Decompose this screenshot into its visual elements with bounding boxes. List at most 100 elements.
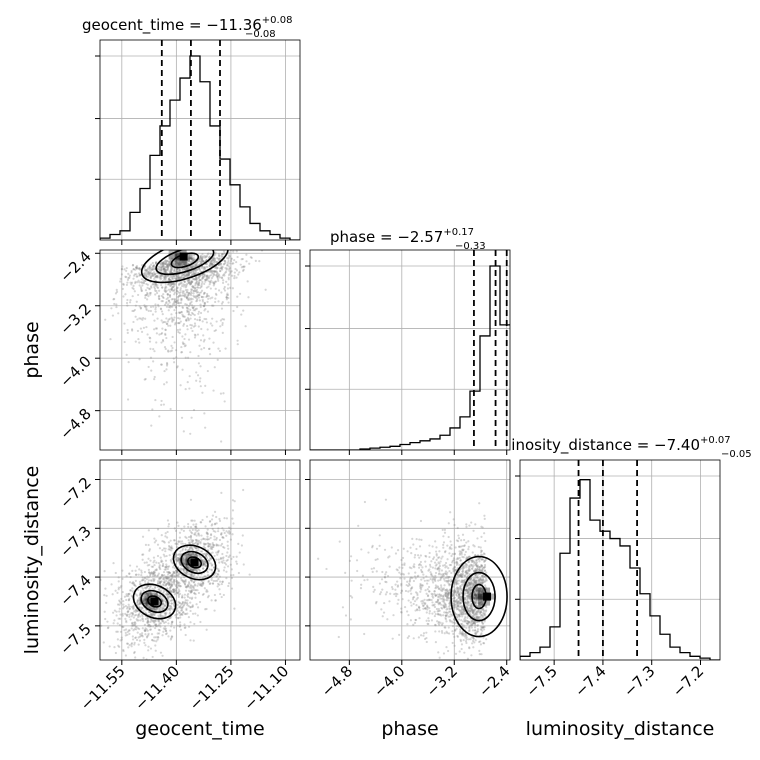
sample-point (180, 282, 183, 285)
sample-point (171, 298, 174, 301)
sample-point (191, 304, 194, 307)
sample-point (421, 566, 424, 569)
sample-point (148, 274, 151, 277)
sample-point (154, 569, 157, 572)
sample-point (483, 620, 486, 623)
sample-point (180, 608, 184, 612)
sample-point (175, 312, 178, 315)
sample-point (146, 272, 149, 275)
sample-point (169, 584, 173, 587)
sample-point (175, 267, 179, 271)
sample-point (223, 252, 227, 255)
sample-point (133, 274, 136, 277)
sample-point (422, 604, 425, 607)
sample-point (219, 262, 222, 265)
sample-point (146, 592, 149, 596)
sample-point (165, 263, 169, 266)
sample-point (158, 606, 161, 609)
sample-point (127, 593, 130, 596)
sample-point (198, 344, 201, 347)
sample-point (469, 582, 472, 586)
sample-point (173, 276, 176, 280)
sample-point (189, 591, 193, 594)
sample-point (219, 580, 222, 583)
sample-point (474, 523, 477, 526)
sample-point (134, 268, 137, 271)
sample-point (470, 582, 473, 585)
sample-point (217, 347, 220, 350)
sample-point (191, 264, 195, 267)
sample-point (164, 620, 167, 624)
sample-point (184, 293, 187, 297)
sample-point (371, 544, 374, 547)
sample-point (181, 600, 185, 604)
sample-point (167, 283, 170, 286)
sample-point (215, 293, 218, 297)
sample-point (164, 286, 167, 289)
sample-point (121, 265, 124, 268)
sample-point (123, 322, 126, 325)
sample-point (175, 270, 178, 273)
sample-point (439, 578, 442, 582)
sample-point (481, 602, 485, 605)
sample-point (201, 593, 204, 596)
sample-point (153, 267, 156, 270)
sample-point (459, 598, 462, 601)
sample-point (236, 255, 239, 259)
sample-point (190, 552, 193, 555)
sample-point (226, 257, 229, 260)
sample-point (179, 550, 182, 553)
sample-point (143, 272, 146, 276)
sample-point (172, 302, 175, 305)
sample-point (483, 566, 486, 569)
sample-point (173, 589, 176, 592)
sample-point (471, 565, 475, 568)
axes-background (310, 460, 510, 660)
sample-point (153, 609, 156, 612)
sample-point (435, 607, 439, 611)
sample-point (138, 284, 141, 287)
sample-point (181, 595, 184, 599)
sample-point (135, 273, 138, 276)
sample-point (164, 271, 168, 274)
sample-point (438, 595, 441, 598)
sample-point (229, 538, 232, 541)
sample-point (176, 276, 179, 279)
density-cell (180, 250, 187, 254)
sample-point (147, 594, 150, 598)
sample-point (458, 595, 461, 598)
sample-point (418, 545, 422, 548)
sample-point (480, 602, 483, 605)
sample-point (469, 593, 472, 596)
sample-point (217, 263, 221, 266)
sample-point (202, 563, 205, 566)
sample-point (176, 290, 180, 293)
sample-point (172, 580, 176, 583)
sample-point (472, 583, 475, 586)
sample-point (159, 556, 162, 559)
sample-point (210, 568, 213, 571)
sample-point (177, 558, 180, 561)
sample-point (483, 580, 486, 583)
sample-point (162, 267, 166, 271)
sample-point (480, 633, 483, 636)
sample-point (200, 289, 204, 292)
sample-point (168, 263, 171, 267)
sample-point (151, 266, 154, 269)
sample-point (187, 293, 190, 296)
title-geocent-time: geocent_time = −11.36+0.08 −0.08 (82, 15, 292, 40)
sample-point (179, 276, 182, 280)
sample-point (227, 283, 230, 286)
sample-point (187, 581, 191, 584)
sample-point (454, 604, 457, 607)
sample-point (167, 299, 170, 302)
sample-point (478, 652, 481, 656)
sample-point (179, 613, 183, 616)
sample-point (125, 266, 128, 270)
sample-point (180, 297, 183, 300)
sample-point (178, 311, 181, 315)
sample-point (170, 284, 173, 287)
sample-point (473, 582, 477, 585)
sample-point (162, 320, 166, 324)
sample-point (170, 288, 173, 291)
